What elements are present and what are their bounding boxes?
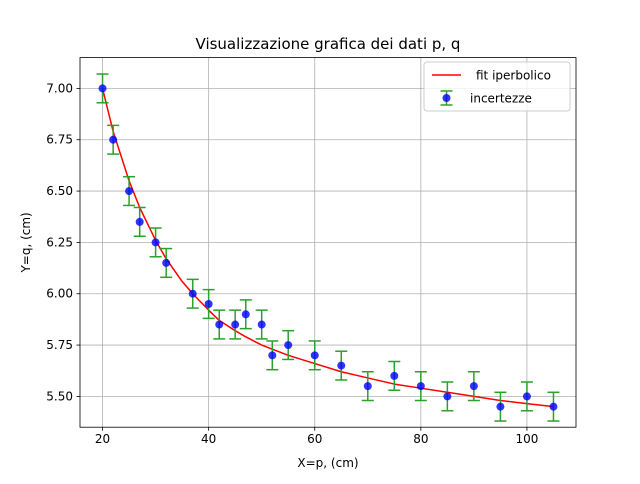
data-point: [188, 289, 197, 298]
data-point: [231, 320, 240, 329]
x-tick-label: 100: [515, 432, 538, 446]
data-point: [363, 382, 372, 391]
x-axis-label: X=p, (cm): [297, 456, 358, 470]
data-point: [204, 300, 213, 308]
data-point: [241, 310, 250, 319]
y-tick-label: 7.00: [46, 81, 73, 95]
data-point: [162, 258, 171, 267]
legend-fit-label: fit iperbolico: [476, 69, 551, 83]
data-point: [257, 320, 266, 329]
data-point: [390, 371, 399, 380]
y-tick-label: 5.75: [46, 338, 73, 352]
legend: fit iperbolico incertezze: [423, 61, 571, 112]
y-tick-label: 6.25: [46, 235, 73, 249]
y-axis-ticks: 5.50 5.75 6.00 6.25 6.50 6.75 7.00: [46, 81, 80, 403]
x-axis-ticks: 20 40 60 80 100: [95, 427, 538, 446]
data-point: [337, 361, 346, 370]
grid-layer: [80, 57, 576, 428]
data-point: [151, 238, 160, 247]
data-point: [215, 320, 224, 329]
errorbar-layer: [96, 73, 560, 422]
data-point: [522, 392, 531, 401]
data-point: [469, 382, 478, 391]
data-point: [268, 351, 277, 360]
data-point: [109, 135, 118, 144]
y-tick-label: 5.50: [46, 389, 73, 403]
y-tick-label: 6.00: [46, 287, 73, 301]
chart-title: Visualizzazione grafica dei dati p, q: [196, 35, 461, 53]
data-point: [98, 84, 107, 93]
y-axis-label: Y=q, (cm): [19, 212, 33, 273]
data-point: [125, 187, 134, 196]
x-tick-label: 60: [307, 432, 322, 446]
x-tick-label: 80: [413, 432, 428, 446]
data-point: [549, 402, 558, 411]
legend-errorbar-label: incertezze: [470, 92, 532, 106]
y-tick-label: 6.75: [46, 133, 73, 147]
data-point: [135, 217, 144, 226]
legend-errorbar-swatch: [440, 90, 453, 106]
points-layer: [98, 84, 558, 411]
x-tick-label: 40: [201, 432, 216, 446]
data-point: [496, 402, 505, 411]
x-tick-label: 20: [95, 432, 110, 446]
data-point: [310, 351, 319, 360]
data-point: [443, 392, 452, 401]
data-point: [416, 382, 425, 391]
data-point: [284, 341, 293, 350]
y-tick-label: 6.50: [46, 184, 73, 198]
